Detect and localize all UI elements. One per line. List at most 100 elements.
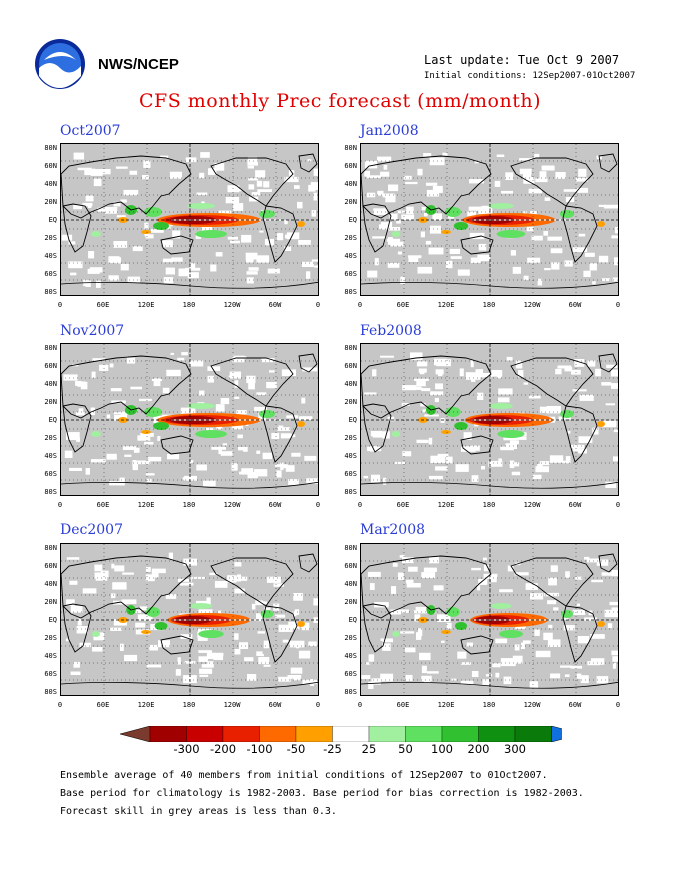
colorbar-tick-label: 50 xyxy=(398,742,413,756)
colorbar-swatch xyxy=(149,725,187,743)
lat-label: 40S xyxy=(44,452,57,460)
colorbar xyxy=(119,725,583,746)
colorbar-swatch xyxy=(186,725,224,743)
lat-label: 60N xyxy=(344,162,357,170)
lon-label: 0 xyxy=(357,701,363,709)
lon-label: 60W xyxy=(568,301,582,309)
lat-label: EQ xyxy=(48,416,57,424)
lon-label: 0 xyxy=(615,701,621,709)
lon-label: 180 xyxy=(182,701,196,709)
panel-title-feb2008: Feb2008 xyxy=(360,323,422,339)
lon-label: 0 xyxy=(315,701,321,709)
lat-label: 20N xyxy=(44,598,57,606)
lat-label: 20S xyxy=(44,434,57,442)
lon-label: 120E xyxy=(437,501,455,509)
initial-conditions-text: Initial conditions: 12Sep2007-01Oct2007 xyxy=(424,71,636,81)
lat-label: 80S xyxy=(344,688,357,696)
panel-title-dec2007: Dec2007 xyxy=(60,522,123,538)
colorbar-tick-label: 300 xyxy=(504,742,526,756)
lon-label: 60E xyxy=(396,501,410,509)
lon-label: 120W xyxy=(523,701,541,709)
lon-label: 0 xyxy=(615,301,621,309)
lat-label: 40S xyxy=(344,652,357,660)
lon-label: 180 xyxy=(482,301,496,309)
lat-label: 80S xyxy=(344,288,357,296)
lat-label: 60S xyxy=(44,470,57,478)
colorbar-swatch xyxy=(478,725,516,743)
lat-label: 20S xyxy=(44,234,57,242)
colorbar-tick-label: 25 xyxy=(361,742,377,756)
lon-label: 0 xyxy=(57,701,63,709)
lat-label: 40N xyxy=(44,580,57,588)
lat-label: 80S xyxy=(44,288,57,296)
lat-label: 60N xyxy=(344,362,357,370)
panel-title-jan2008: Jan2008 xyxy=(360,123,419,139)
org-label: NWS/NCEP xyxy=(98,56,179,73)
lon-label: 0 xyxy=(357,301,363,309)
lat-label: 20S xyxy=(344,634,357,642)
lat-label: EQ xyxy=(48,216,57,224)
lat-label: 80N xyxy=(44,144,57,152)
panel-title-nov2007: Nov2007 xyxy=(60,323,125,339)
panel-title-oct2007: Oct2007 xyxy=(60,123,121,139)
lon-label: 60E xyxy=(96,501,110,509)
lat-label: 60N xyxy=(44,562,57,570)
lon-label: 60W xyxy=(268,301,282,309)
footer-line-2: Base period for climatology is 1982-2003… xyxy=(60,788,584,799)
colorbar-swatch xyxy=(259,725,297,743)
lon-label: 120W xyxy=(523,301,541,309)
lat-label: EQ xyxy=(348,216,357,224)
lat-label: 20S xyxy=(344,434,357,442)
lat-label: 60S xyxy=(44,270,57,278)
lat-label: 20N xyxy=(344,598,357,606)
colorbar-swatch xyxy=(222,725,260,743)
lon-label: 0 xyxy=(315,501,321,509)
colorbar-swatch xyxy=(514,725,552,743)
last-update-text: Last update: Tue Oct 9 2007 xyxy=(424,53,620,67)
noaa-logo-icon xyxy=(34,38,86,90)
lat-label: 40N xyxy=(344,380,357,388)
lat-label: 80N xyxy=(44,544,57,552)
lat-label: 60N xyxy=(344,562,357,570)
colorbar-left-arrow xyxy=(119,725,151,743)
footer-line-3: Forecast skill in grey areas is less tha… xyxy=(60,806,337,817)
lon-label: 120E xyxy=(437,301,455,309)
lon-label: 60W xyxy=(268,701,282,709)
lat-label: 80N xyxy=(44,344,57,352)
colorbar-tick-label: -300 xyxy=(173,742,200,756)
lon-label: 120E xyxy=(437,701,455,709)
colorbar-tick-label: -100 xyxy=(246,742,273,756)
lat-label: 60S xyxy=(344,670,357,678)
colorbar-tick-label: -50 xyxy=(286,742,306,756)
lon-label: 180 xyxy=(482,501,496,509)
lat-label: 80N xyxy=(344,144,357,152)
colorbar-swatch xyxy=(441,725,479,743)
lat-label: 40N xyxy=(344,580,357,588)
lon-label: 60E xyxy=(96,701,110,709)
map-panel-mar2008 xyxy=(360,543,619,696)
lat-label: 60S xyxy=(344,270,357,278)
panel-title-mar2008: Mar2008 xyxy=(360,522,426,538)
lon-label: 60E xyxy=(96,301,110,309)
lat-label: 60N xyxy=(44,162,57,170)
lat-label: 40S xyxy=(344,252,357,260)
lat-label: 40S xyxy=(344,452,357,460)
map-panel-feb2008 xyxy=(360,343,619,496)
lon-label: 120W xyxy=(223,301,241,309)
lon-label: 60W xyxy=(568,701,582,709)
lon-label: 120E xyxy=(137,501,155,509)
lon-label: 180 xyxy=(182,501,196,509)
lon-label: 180 xyxy=(482,701,496,709)
lon-label: 120W xyxy=(223,701,241,709)
lat-label: 80S xyxy=(44,688,57,696)
lon-label: 120W xyxy=(223,501,241,509)
lat-label: EQ xyxy=(348,616,357,624)
page-title: CFS monthly Prec forecast (mm/month) xyxy=(139,90,541,112)
lon-label: 0 xyxy=(57,501,63,509)
lat-label: 60S xyxy=(44,670,57,678)
lon-label: 0 xyxy=(315,301,321,309)
lon-label: 60W xyxy=(568,501,582,509)
colorbar-swatch xyxy=(368,725,406,743)
lat-label: 20N xyxy=(44,198,57,206)
lat-label: 40N xyxy=(344,180,357,188)
